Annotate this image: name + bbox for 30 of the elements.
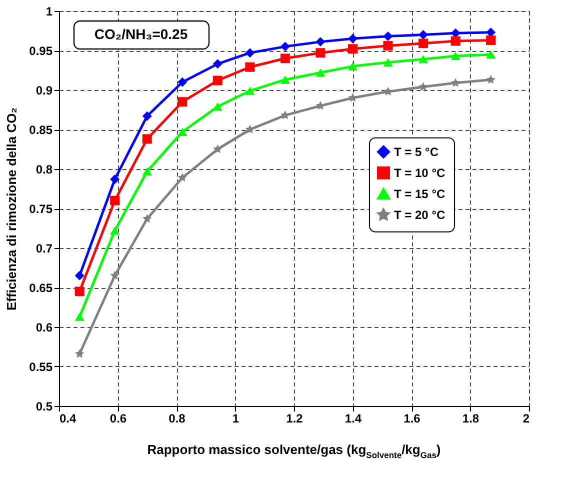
legend-label: T = 15 °C xyxy=(394,186,446,201)
y-tick-label: 1 xyxy=(46,4,53,18)
legend-label: T = 20 °C xyxy=(394,208,446,222)
x-tick-label: 1.4 xyxy=(344,412,362,426)
y-axis-title: Efficienza di rimozione della CO₂ xyxy=(4,107,20,310)
legend-label: T = 10 °C xyxy=(394,166,446,180)
x-tick-label: 0.8 xyxy=(168,412,186,426)
y-tick-label: 0.8 xyxy=(36,162,53,176)
y-tick-label: 0.9 xyxy=(36,84,53,98)
y-tick-label: 0.55 xyxy=(29,360,53,374)
point xyxy=(486,74,496,84)
y-tick-label: 0.7 xyxy=(36,242,53,256)
x-tick-label: 1.6 xyxy=(404,412,421,426)
x-tick-label: 1.2 xyxy=(286,412,304,426)
point xyxy=(110,174,120,184)
x-tick-label: 0.4 xyxy=(60,412,77,426)
x-tick-label: 1.8 xyxy=(462,412,480,426)
y-tick-label: 0.85 xyxy=(29,123,53,137)
x-tick-label: 1 xyxy=(232,412,240,426)
point xyxy=(486,35,496,45)
y-tick-label: 0.65 xyxy=(29,281,53,295)
y-tick-label: 0.75 xyxy=(29,202,53,216)
y-tick-label: 0.95 xyxy=(29,44,53,58)
y-tick-label: 0.5 xyxy=(36,400,53,414)
annotation: CO₂/NH₃=0.25 xyxy=(94,26,188,42)
point xyxy=(383,41,393,51)
x-tick-label: 0.6 xyxy=(110,412,127,426)
legend-label: T = 5 °C xyxy=(394,144,439,159)
y-tick-label: 0.6 xyxy=(36,320,53,334)
x-tick-label: 2 xyxy=(522,412,530,426)
